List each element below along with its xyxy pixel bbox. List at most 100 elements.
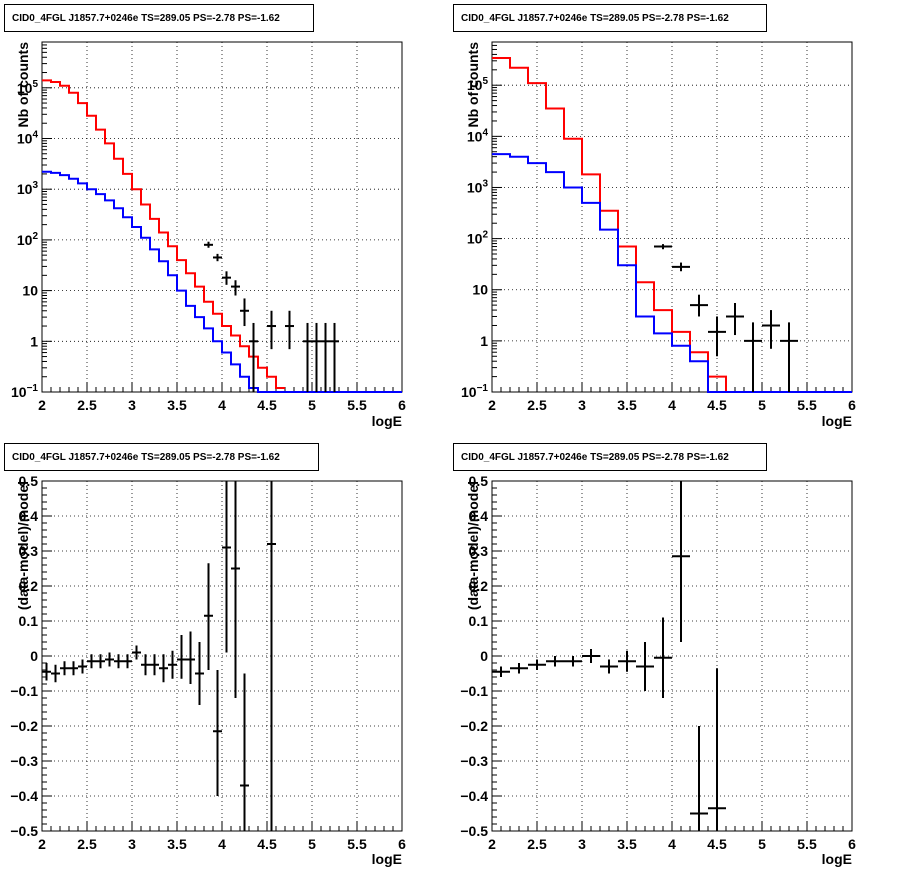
x-tick-label: 3 — [128, 836, 136, 852]
x-tick-label: 2.5 — [77, 397, 97, 413]
chart-title: CID0_4FGL J1857.7+0246e TS=289.05 PS=-2.… — [461, 452, 729, 463]
x-axis-label: logE — [822, 851, 852, 867]
y-tick-label: −0.2 — [460, 718, 488, 734]
chart-top-right: CID0_4FGL J1857.7+0246e TS=289.05 PS=-2.… — [453, 4, 856, 429]
data-point — [222, 481, 231, 653]
x-tick-label: 5 — [308, 836, 316, 852]
x-tick-label: 4.5 — [707, 397, 727, 413]
y-tick-label: −0.5 — [460, 823, 488, 839]
x-tick-label: 4.5 — [257, 397, 277, 413]
data-point — [321, 322, 330, 392]
data-point — [546, 656, 564, 667]
y-tick-label: 10 — [472, 282, 488, 298]
chart-title: CID0_4FGL J1857.7+0246e TS=289.05 PS=-2.… — [12, 13, 280, 24]
y-tick-label: −0.2 — [10, 718, 38, 734]
step-line — [42, 170, 402, 393]
x-tick-label: 3.5 — [167, 397, 187, 413]
y-tick-label: −0.4 — [460, 788, 488, 804]
x-tick-label: 2.5 — [527, 397, 547, 413]
series-0 — [42, 481, 276, 831]
y-tick-label: 0.5 — [469, 473, 489, 489]
x-tick-label: 2 — [488, 397, 496, 413]
data-point — [618, 650, 636, 672]
data-point — [213, 670, 222, 796]
data-point — [114, 654, 123, 669]
data-point — [672, 262, 690, 272]
x-tick-label: 3 — [578, 397, 586, 413]
x-tick-label: 5 — [758, 397, 766, 413]
data-point — [267, 310, 276, 350]
x-tick-label: 2.5 — [527, 836, 547, 852]
series-1 — [42, 170, 402, 393]
data-point — [60, 661, 69, 676]
data-point — [87, 654, 96, 669]
data-point — [708, 316, 726, 357]
y-tick-label: −0.4 — [10, 788, 38, 804]
y-tick-label: 0 — [480, 648, 488, 664]
series-0 — [42, 79, 285, 389]
x-tick-label: 2 — [38, 397, 46, 413]
x-tick-label: 4 — [668, 397, 676, 413]
data-point — [51, 664, 60, 683]
y-axis-label: Nb of counts — [465, 42, 481, 128]
data-point — [636, 642, 654, 691]
data-point — [330, 322, 339, 392]
y-tick-label: −0.3 — [10, 753, 38, 769]
step-line — [42, 79, 285, 389]
y-tick-label: 10 — [22, 283, 38, 299]
y-tick-label: 104 — [17, 129, 39, 146]
data-point — [231, 280, 240, 296]
data-point — [240, 673, 249, 831]
data-point — [492, 666, 510, 677]
x-tick-label: 5.5 — [347, 836, 367, 852]
data-point — [222, 271, 231, 285]
y-tick-label: 10−1 — [461, 383, 488, 400]
y-axis: −0.5 −0.4 −0.3 −0.2 −0.1 0 0.1 0.2 0.3 0.4 0.5(dat… — [10, 473, 52, 839]
data-point — [528, 659, 546, 670]
series-2 — [204, 241, 339, 392]
grid — [42, 42, 402, 392]
data-point — [177, 635, 186, 679]
title-box — [453, 443, 767, 471]
series-0 — [492, 481, 726, 831]
grid — [492, 481, 852, 831]
y-axis-label: (data-model)/model — [15, 481, 31, 610]
data-point — [303, 322, 312, 392]
chart-title: CID0_4FGL J1857.7+0246e TS=289.05 PS=-2.… — [12, 452, 280, 463]
data-point — [132, 645, 141, 660]
data-point — [564, 656, 582, 667]
title-box — [4, 4, 314, 32]
data-point — [231, 481, 240, 698]
x-tick-label: 6 — [848, 397, 856, 413]
chart-title: CID0_4FGL J1857.7+0246e TS=289.05 PS=-2.… — [461, 13, 729, 24]
data-point — [42, 663, 51, 681]
data-point — [240, 298, 249, 327]
y-tick-label: 105 — [467, 76, 489, 93]
grid — [42, 481, 402, 831]
y-tick-label: −0.1 — [460, 683, 488, 699]
x-tick-label: 2 — [488, 836, 496, 852]
data-point — [582, 649, 600, 663]
x-tick-label: 5.5 — [797, 836, 817, 852]
data-point — [204, 563, 213, 670]
y-axis-label: (data-model)/model — [465, 481, 481, 610]
chart-bottom-left: CID0_4FGL J1857.7+0246e TS=289.05 PS=-2.… — [4, 443, 406, 867]
data-point — [78, 659, 87, 674]
y-tick-label: 103 — [17, 180, 39, 197]
y-tick-label: 0.2 — [19, 578, 39, 594]
title-box — [4, 443, 319, 471]
chart-bottom-right: CID0_4FGL J1857.7+0246e TS=289.05 PS=-2.… — [453, 443, 856, 867]
step-line — [492, 153, 852, 393]
data-point — [186, 631, 195, 684]
data-point — [312, 322, 321, 392]
y-tick-label: 1 — [30, 333, 38, 349]
y-tick-label: −0.1 — [10, 683, 38, 699]
data-point — [654, 617, 672, 698]
data-point — [690, 726, 708, 831]
data-point — [69, 661, 78, 676]
chart-top-left: CID0_4FGL J1857.7+0246e TS=289.05 PS=-2.… — [4, 4, 406, 429]
x-axis-label: logE — [372, 413, 402, 429]
